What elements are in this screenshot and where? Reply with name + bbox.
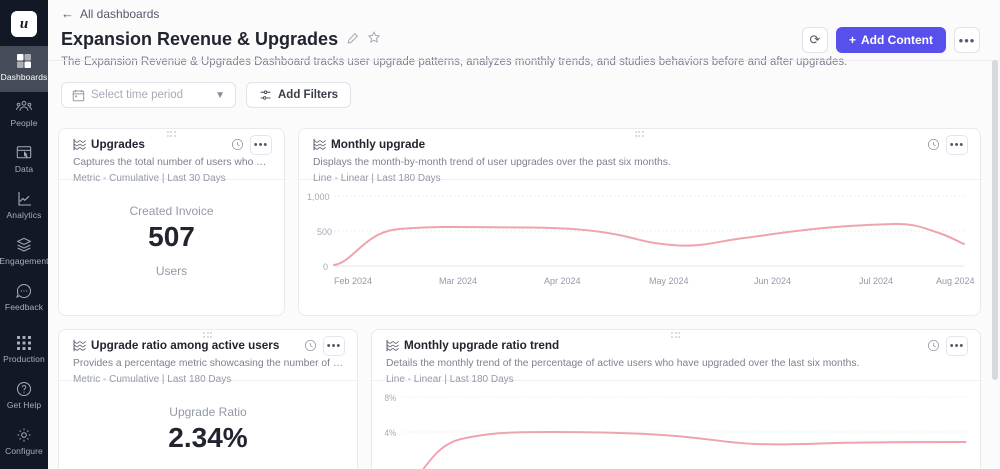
svg-text:8%: 8% — [384, 393, 396, 404]
svg-text:Feb 2024: Feb 2024 — [334, 276, 372, 286]
svg-text:May 2024: May 2024 — [649, 276, 689, 286]
svg-text:Apr 2024: Apr 2024 — [544, 276, 581, 286]
svg-text:0: 0 — [323, 262, 328, 272]
svg-text:Jul 2024: Jul 2024 — [859, 276, 893, 286]
svg-text:4%: 4% — [384, 428, 396, 439]
svg-text:Mar 2024: Mar 2024 — [439, 276, 477, 286]
svg-text:500: 500 — [317, 227, 332, 237]
svg-text:Aug 2024: Aug 2024 — [936, 276, 975, 286]
svg-text:Jun 2024: Jun 2024 — [754, 276, 791, 286]
svg-text:1,000: 1,000 — [307, 192, 330, 202]
